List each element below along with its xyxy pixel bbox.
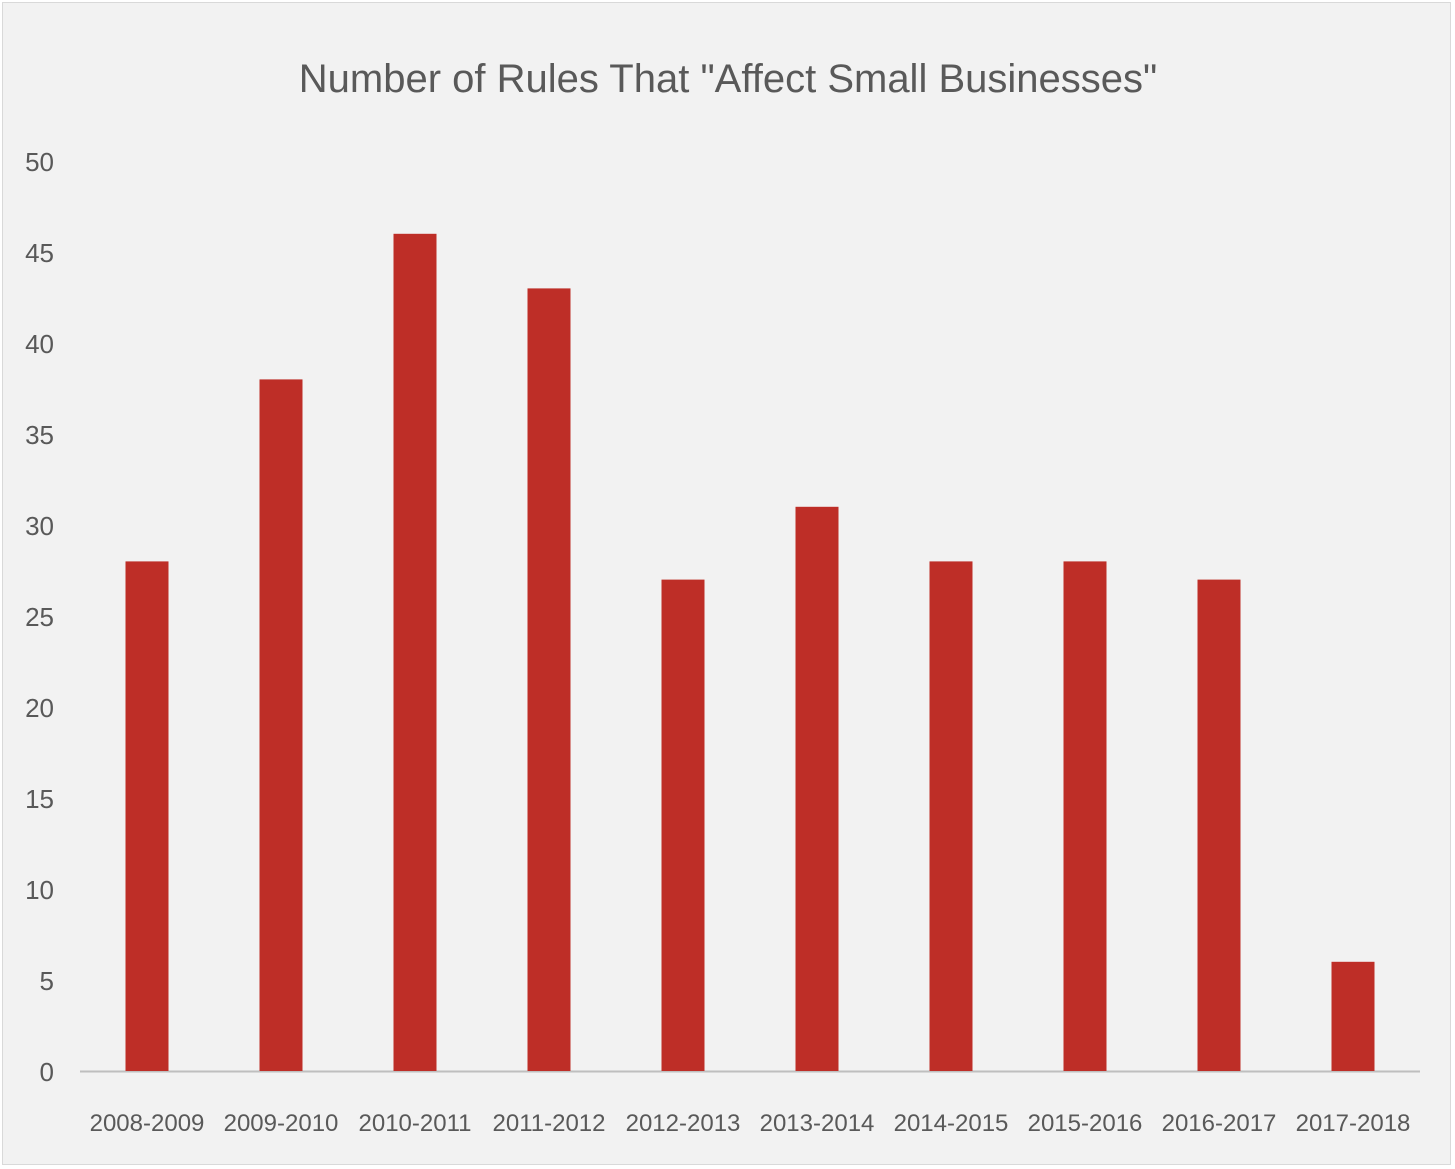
x-tick-label: 2013-2014 [760,1110,875,1137]
x-tick-label: 2012-2013 [626,1110,741,1137]
y-tick-label: 5 [40,966,54,996]
y-axis-ticks: 0 5 10 15 20 25 30 35 40 45 50 [25,147,54,1087]
bar-2008-2009 [125,561,169,1071]
bar-2011-2012 [527,288,571,1071]
bar-2009-2010 [259,379,303,1071]
bar-2012-2013 [661,579,705,1071]
y-tick-label: 30 [25,511,54,541]
y-tick-label: 50 [25,147,54,177]
bar-2013-2014 [795,506,839,1071]
x-tick-label: 2010-2011 [359,1110,472,1137]
y-tick-label: 10 [25,875,54,905]
x-tick-label: 2009-2010 [224,1110,339,1137]
x-tick-label: 2008-2009 [90,1110,205,1137]
x-tick-label: 2014-2015 [894,1110,1009,1137]
x-tick-label: 2016-2017 [1162,1110,1277,1137]
bar-2010-2011 [393,233,437,1072]
x-axis-labels: 2008-2009 2009-2010 2010-2011 2011-2012 2012… [90,1110,1411,1137]
x-tick-label: 2017-2018 [1296,1110,1411,1137]
y-tick-label: 35 [25,420,54,450]
y-tick-label: 20 [25,693,54,723]
bar-2017-2018 [1331,961,1375,1071]
y-tick-label: 15 [25,784,54,814]
y-tick-label: 0 [40,1057,54,1087]
bars [125,233,1375,1072]
y-tick-label: 45 [25,238,54,268]
x-tick-label: 2015-2016 [1028,1110,1143,1137]
y-tick-label: 40 [25,329,54,359]
bar-2014-2015 [929,561,973,1071]
y-tick-label: 25 [25,602,54,632]
bar-2016-2017 [1197,579,1241,1071]
bar-2015-2016 [1063,561,1107,1071]
x-tick-label: 2011-2012 [493,1110,606,1137]
chart-title: Number of Rules That "Affect Small Busin… [299,57,1157,101]
